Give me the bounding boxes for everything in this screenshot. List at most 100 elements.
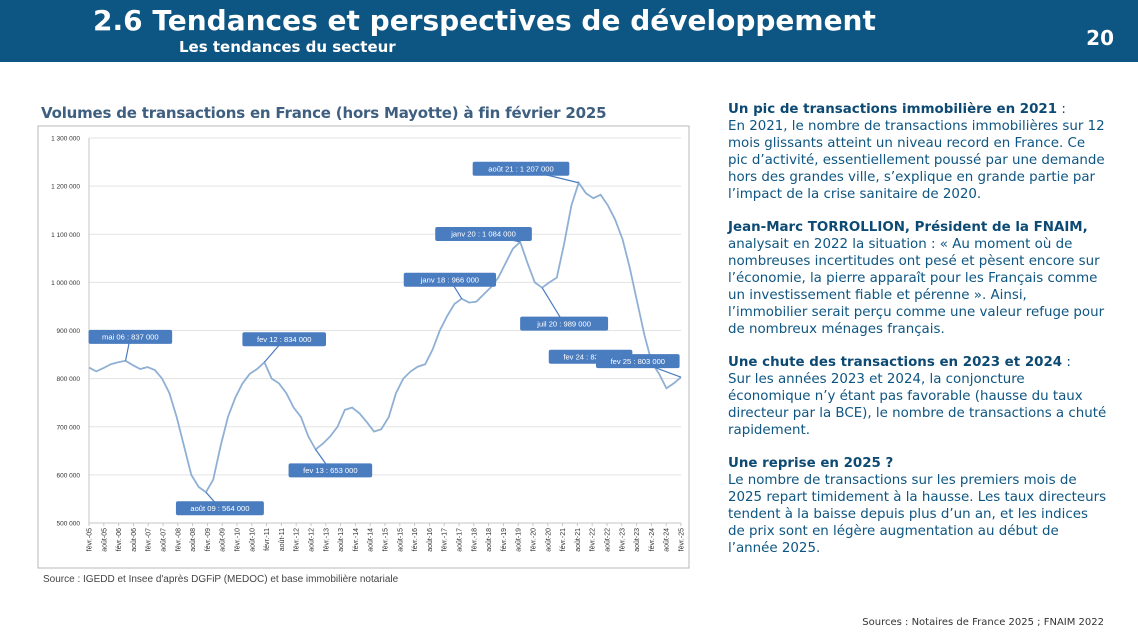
chart-title: Volumes de transactions en France (hors … bbox=[41, 104, 607, 122]
x-tick-label: août-14 bbox=[368, 528, 375, 552]
x-tick-label: févr.-15 bbox=[383, 528, 390, 551]
section-title: Une chute des transactions en 2023 et 20… bbox=[728, 355, 1063, 370]
section-body: Sur les années 2023 et 2024, la conjonct… bbox=[728, 372, 1107, 438]
section-body: analysait en 2022 la situation : « Au mo… bbox=[728, 237, 1105, 337]
section-fnaim-quote: Jean-Marc TORROLLION, Président de la FN… bbox=[728, 219, 1108, 338]
x-tick-label: févr.-10 bbox=[235, 528, 242, 551]
annotation-box bbox=[435, 226, 532, 241]
y-tick-label: 1 100 000 bbox=[51, 232, 80, 239]
bottom-sources: Sources : Notaires de France 2025 ; FNAI… bbox=[862, 617, 1104, 628]
annotation-callout: juil 20 : 989 000 bbox=[520, 287, 609, 331]
x-tick-label: févr.-11 bbox=[264, 528, 271, 551]
section-title: Une reprise en 2025 ? bbox=[728, 456, 894, 471]
section-body: En 2021, le nombre de transactions immob… bbox=[728, 119, 1105, 202]
x-tick-label: août-22 bbox=[605, 528, 612, 552]
x-tick-label: févr.-22 bbox=[590, 528, 597, 551]
x-tick-label: août-24 bbox=[664, 528, 671, 552]
x-tick-label: août-19 bbox=[516, 528, 523, 552]
x-tick-label: août-15 bbox=[397, 528, 404, 552]
page-subtitle: Les tendances du secteur bbox=[179, 38, 396, 56]
x-tick-label: août-11 bbox=[279, 528, 286, 551]
commentary-column: Un pic de transactions immobilière en 20… bbox=[728, 101, 1108, 573]
annotation-callout: fev 12 : 834 000 bbox=[242, 332, 327, 363]
x-tick-label: août-08 bbox=[190, 528, 197, 552]
section-recovery-2025: Une reprise en 2025 ? Le nombre de trans… bbox=[728, 455, 1108, 557]
annotation-callout: fev 25 : 803 000 bbox=[596, 354, 682, 378]
x-tick-label: févr.-13 bbox=[323, 528, 330, 551]
annotation-box bbox=[403, 272, 497, 287]
annotation-callout: août 09 : 564 000 bbox=[175, 491, 264, 516]
chart-frame bbox=[37, 125, 690, 569]
x-tick-label: févr.-08 bbox=[175, 528, 182, 551]
header-bar: 2.6 Tendances et perspectives de dévelop… bbox=[0, 0, 1138, 62]
x-tick-label: août-16 bbox=[427, 528, 434, 552]
x-tick-label: août-06 bbox=[131, 528, 138, 552]
x-tick-label: févr.-25 bbox=[679, 528, 686, 551]
y-tick-label: 900 000 bbox=[57, 328, 81, 335]
x-tick-label: févr.-20 bbox=[531, 528, 538, 551]
chart-source: Source : IGEDD et Insee d'après DGFiP (M… bbox=[43, 574, 399, 585]
x-tick-label: août-17 bbox=[457, 528, 464, 552]
section-peak-2021: Un pic de transactions immobilière en 20… bbox=[728, 102, 1105, 202]
x-tick-label: août-12 bbox=[309, 528, 316, 552]
x-tick-label: févr.-07 bbox=[146, 528, 153, 551]
annotation-label: fev 24 : 833 000 bbox=[563, 352, 617, 361]
x-tick-label: août-05 bbox=[101, 528, 108, 552]
y-tick-label: 1 300 000 bbox=[51, 136, 80, 143]
y-tick-label: 600 000 bbox=[57, 472, 81, 479]
section-title: Un pic de transactions immobilière en 20… bbox=[728, 102, 1058, 117]
x-tick-label: août-23 bbox=[634, 528, 641, 552]
section-fall-2023-2024: Une chute des transactions en 2023 et 20… bbox=[728, 355, 1107, 438]
annotation-callout: janv 18 : 966 000 bbox=[403, 272, 497, 300]
annotation-box bbox=[175, 501, 264, 516]
x-tick-label: févr.-19 bbox=[501, 528, 508, 551]
annotation-box bbox=[288, 463, 373, 478]
x-tick-label: août-10 bbox=[249, 528, 256, 552]
annotation-box bbox=[520, 316, 609, 331]
y-tick-label: 500 000 bbox=[57, 521, 81, 528]
y-tick-label: 800 000 bbox=[57, 376, 81, 383]
transactions-line-chart: 500 000 600 000 700 000 800 000 900 000 1 000… bbox=[37, 125, 690, 569]
y-tick-label: 1 200 000 bbox=[51, 184, 80, 191]
annotation-box bbox=[242, 332, 327, 347]
annotation-label: fev 13 : 653 000 bbox=[303, 466, 357, 475]
x-tick-label: févr.-12 bbox=[294, 528, 301, 551]
x-tick-label: févr.-23 bbox=[619, 528, 626, 551]
y-tick-label: 700 000 bbox=[57, 424, 81, 431]
x-tick-label: févr.-17 bbox=[442, 528, 449, 551]
annotation-label: mai 06 : 837 000 bbox=[102, 333, 159, 342]
annotation-label: août 21 : 1 207 000 bbox=[488, 164, 553, 173]
annotation-label: janv 18 : 966 000 bbox=[420, 275, 479, 284]
x-tick-label: févr.-16 bbox=[412, 528, 419, 551]
x-tick-label: févr.-18 bbox=[471, 528, 478, 551]
annotation-label: janv 20 : 1 084 000 bbox=[450, 230, 516, 239]
x-tick-label: févr.-06 bbox=[116, 528, 123, 551]
x-tick-label: août-07 bbox=[161, 528, 168, 552]
x-tick-label: févr.-14 bbox=[353, 528, 360, 551]
annotation-box bbox=[472, 161, 570, 176]
page-number: 20 bbox=[1086, 26, 1114, 50]
x-tick-label: août-18 bbox=[486, 528, 493, 552]
x-tick-label: août-20 bbox=[545, 528, 552, 552]
section-title: Jean-Marc TORROLLION, Président de la FN… bbox=[728, 220, 1088, 235]
annotation-callout: août 21 : 1 207 000 bbox=[472, 161, 579, 184]
x-tick-label: août-21 bbox=[575, 528, 582, 552]
annotation-box bbox=[596, 354, 680, 369]
annotation-label: août 09 : 564 000 bbox=[190, 504, 249, 513]
annotation-label: juil 20 : 989 000 bbox=[536, 319, 591, 328]
x-tick-label: févr.-05 bbox=[87, 528, 94, 551]
x-tick-label: août-13 bbox=[338, 528, 345, 552]
section-body: Le nombre de transactions sur les premie… bbox=[728, 473, 1107, 556]
annotation-callout: janv 20 : 1 084 000 bbox=[435, 226, 532, 243]
x-tick-label: févr.-09 bbox=[205, 528, 212, 551]
annotation-callout: mai 06 : 837 000 bbox=[88, 329, 173, 361]
annotation-label: fev 25 : 803 000 bbox=[611, 357, 665, 366]
x-tick-label: févr.-21 bbox=[560, 528, 567, 551]
series-line bbox=[88, 180, 682, 494]
x-tick-label: févr.-24 bbox=[649, 528, 656, 551]
annotation-box bbox=[88, 329, 173, 344]
y-tick-label: 1 000 000 bbox=[51, 280, 80, 287]
annotation-label: fev 12 : 834 000 bbox=[257, 335, 311, 344]
x-tick-label: août-09 bbox=[220, 528, 227, 552]
annotation-callout: fev 13 : 653 000 bbox=[288, 449, 373, 478]
